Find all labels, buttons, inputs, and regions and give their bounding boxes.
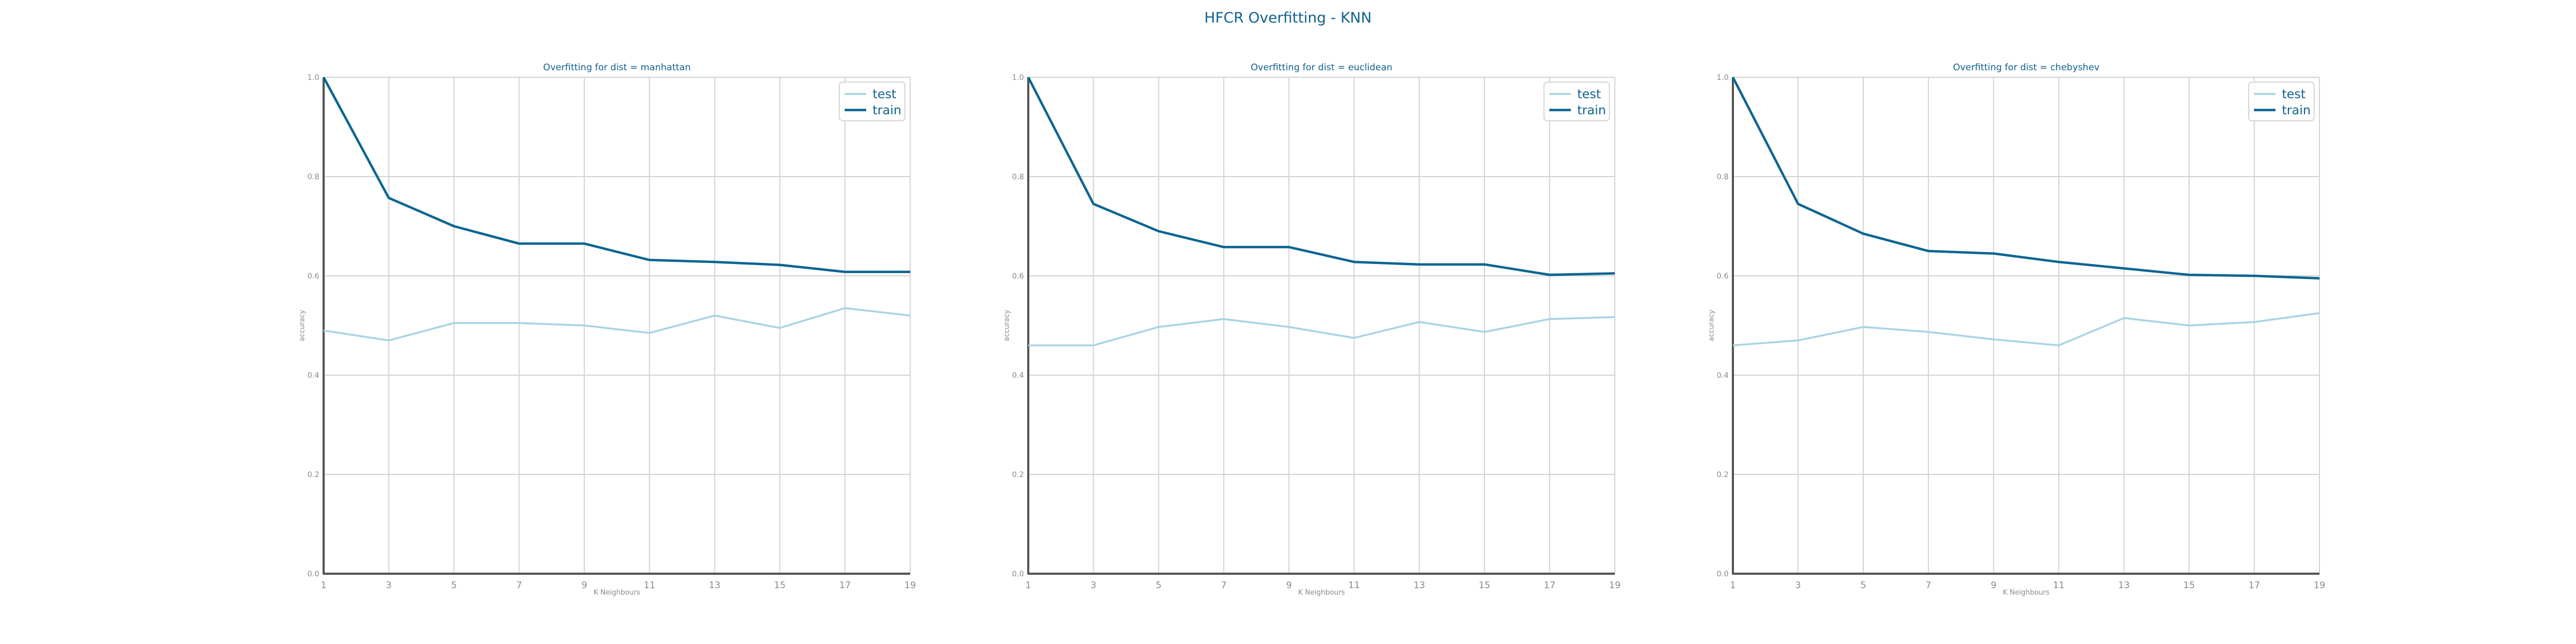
chart-2-legend-label-train: train bbox=[1577, 104, 1606, 118]
chart-1-x-tick-label: 17 bbox=[839, 580, 851, 591]
chart-1-legend-label-train: train bbox=[873, 104, 902, 118]
chart-2-legend-label-test: test bbox=[1577, 87, 1601, 101]
chart-1-x-tick-label: 5 bbox=[451, 580, 457, 591]
chart-3-x-tick-label: 9 bbox=[1990, 580, 1996, 591]
chart-3-x-label: K Neighbours bbox=[2003, 589, 2050, 597]
chart-2-x-tick-label: 9 bbox=[1286, 580, 1292, 591]
figure-title: HFCR Overfitting - KNN bbox=[1204, 10, 1372, 26]
chart-2-y-tick-label: 0.0 bbox=[1012, 570, 1024, 579]
chart-2-y-tick-label: 0.6 bbox=[1012, 272, 1024, 281]
chart-2-x-tick-label: 3 bbox=[1091, 580, 1096, 591]
chart-1-x-tick-label: 15 bbox=[774, 580, 786, 591]
chart-1-x-tick-label: 11 bbox=[643, 580, 655, 591]
chart-3-y-tick-label: 0.8 bbox=[1717, 173, 1729, 181]
chart-2-series-train-line bbox=[1027, 76, 1615, 276]
chart-2-title: Overfitting for dist = euclidean bbox=[1251, 62, 1393, 73]
chart-3-x-tick-label: 17 bbox=[2249, 580, 2260, 591]
chart-1-series-train-line bbox=[323, 76, 910, 273]
chart-1-y-tick-label: 0.0 bbox=[308, 570, 319, 579]
chart-1-x-tick-label: 3 bbox=[386, 580, 392, 591]
chart-1-y-tick-label: 0.2 bbox=[308, 471, 319, 479]
chart-2-y-tick-label: 0.8 bbox=[1012, 173, 1024, 181]
chart-2-x-tick-label: 11 bbox=[1348, 580, 1360, 591]
chart-2-y-label: accuracy bbox=[1003, 310, 1011, 341]
chart-1-y-tick-label: 0.6 bbox=[308, 272, 319, 281]
chart-1-x-tick-label: 19 bbox=[904, 580, 916, 591]
chart-1-series-test-line bbox=[323, 307, 911, 342]
chart-3-title: Overfitting for dist = chebyshev bbox=[1953, 62, 2099, 73]
chart-1-y-tick-label: 0.8 bbox=[308, 173, 319, 181]
chart-3-x-tick-label: 11 bbox=[2053, 580, 2065, 591]
chart-3-x-tick-label: 3 bbox=[1795, 580, 1801, 591]
chart-3-x-tick-label: 1 bbox=[1730, 580, 1736, 591]
chart-3-legend-label-train: train bbox=[2282, 104, 2311, 118]
chart-3-y-tick-label: 0.6 bbox=[1717, 272, 1729, 281]
chart-2-x-tick-label: 15 bbox=[1479, 580, 1490, 591]
chart-1-y-tick-label: 0.4 bbox=[308, 371, 319, 380]
chart-3-x-tick-label: 15 bbox=[2183, 580, 2195, 591]
chart-2-x-tick-label: 5 bbox=[1155, 580, 1161, 591]
chart-1-x-label: K Neighbours bbox=[594, 589, 640, 597]
chart-3-x-tick-label: 7 bbox=[1926, 580, 1931, 591]
chart-2-y-tick-label: 0.4 bbox=[1012, 371, 1024, 380]
chart-1-title: Overfitting for dist = manhattan bbox=[543, 62, 691, 73]
chart-1-y-label: accuracy bbox=[298, 310, 306, 341]
chart-1-x-tick-label: 7 bbox=[516, 580, 522, 591]
chart-2-x-tick-label: 19 bbox=[1609, 580, 1621, 591]
chart-2-y-tick-label: 0.2 bbox=[1012, 471, 1024, 479]
chart-3-series-train-line bbox=[1731, 76, 2320, 280]
chart-3-y-tick-label: 1.0 bbox=[1717, 74, 1729, 82]
chart-3-series-test-line bbox=[1732, 312, 2320, 347]
chart-2-x-tick-label: 13 bbox=[1414, 580, 1425, 591]
chart-2-x-tick-label: 1 bbox=[1026, 580, 1031, 591]
chart-1-x-tick-label: 13 bbox=[709, 580, 721, 591]
chart-1-legend-label-test: test bbox=[873, 87, 896, 101]
chart-3-legend-label-test: test bbox=[2282, 87, 2306, 101]
chart-3-y-tick-label: 0.2 bbox=[1717, 471, 1729, 479]
chart-2-x-tick-label: 7 bbox=[1221, 580, 1227, 591]
chart-1-y-tick-label: 1.0 bbox=[308, 74, 319, 82]
chart-2-x-tick-label: 17 bbox=[1544, 580, 1556, 591]
chart-3-y-label: accuracy bbox=[1708, 310, 1716, 341]
chart-2-x-label: K Neighbours bbox=[1298, 589, 1345, 597]
chart-2-series-test-line bbox=[1028, 316, 1615, 347]
chart-3-x-tick-label: 5 bbox=[1860, 580, 1866, 591]
chart-2-y-tick-label: 1.0 bbox=[1012, 74, 1024, 82]
chart-3-x-tick-label: 13 bbox=[2118, 580, 2130, 591]
chart-1-x-tick-label: 9 bbox=[581, 580, 587, 591]
chart-3-y-tick-label: 0.0 bbox=[1717, 570, 1729, 579]
chart-1-x-tick-label: 1 bbox=[321, 580, 327, 591]
chart-3-y-tick-label: 0.4 bbox=[1717, 371, 1729, 380]
chart-3-x-tick-label: 19 bbox=[2314, 580, 2325, 591]
